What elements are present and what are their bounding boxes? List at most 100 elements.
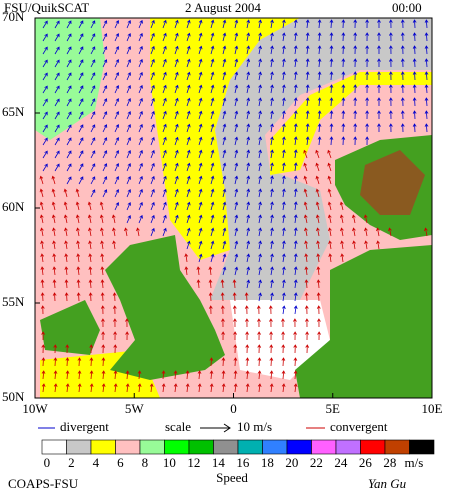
wind-arrow [53,357,58,367]
wind-arrow [138,123,143,133]
wind-arrow [198,149,203,159]
wind-arrow [304,305,309,315]
wind-arrow [88,227,92,237]
land [40,300,100,355]
wind-arrow [89,344,94,354]
wind-arrow [305,318,309,328]
wind-arrow [246,123,251,133]
wind-arrow [329,32,334,42]
wind-arrow [282,162,286,172]
wind-arrow [198,58,203,68]
wind-arrow [315,175,320,185]
wind-arrow [76,292,81,302]
wind-arrow [220,305,225,315]
wind-arrow [174,97,179,107]
wind-arrow [54,20,60,29]
wind-arrow [233,370,238,380]
wind-arrow [258,149,262,159]
wind-arrow [270,45,274,55]
wind-arrow [246,71,251,81]
wind-arrow [329,71,334,81]
wind-arrow [293,149,298,159]
wind-arrow [186,136,191,146]
wind-arrow [112,305,117,315]
wind-arrow [210,214,215,224]
wind-arrow [246,201,251,211]
wind-arrow [234,266,239,276]
wind-arrow [305,344,310,354]
wind-arrow [412,123,417,133]
wind-arrow [174,84,179,94]
wind-arrow [258,58,262,68]
wind-arrow [196,266,201,276]
wind-arrow [328,227,332,237]
wind-arrow [270,19,274,29]
wind-arrow [293,97,298,107]
wind-arrow [126,58,132,68]
wind-arrow [40,292,45,302]
wind-arrow [41,331,45,341]
wind-arrow [78,111,84,120]
wind-arrow [126,136,132,146]
wind-arrow [54,124,60,133]
wind-arrow [258,110,262,120]
wind-arrow [138,97,143,107]
wind-arrow [234,136,239,146]
wind-arrow [186,123,191,133]
wind-arrow [89,370,94,380]
wind-arrow [138,175,143,185]
wind-arrow [77,383,82,393]
wind-arrow [150,71,155,81]
wind-field [39,19,429,393]
wind-arrow [270,227,274,237]
wind-arrow [258,188,262,198]
wind-arrow [317,19,322,29]
wind-arrow [162,136,167,146]
wind-arrow [258,292,262,302]
wind-arrow [88,253,93,263]
wind-arrow [293,32,298,42]
wind-arrow [42,20,48,29]
wind-arrow [78,33,84,42]
wind-arrow [400,32,405,42]
wind-arrow [66,33,72,42]
wind-arrow [315,188,320,198]
wind-arrow [293,253,298,263]
wind-arrow [90,137,96,146]
wind-arrow [90,46,96,55]
lon-label: 5E [326,401,341,416]
wind-arrow [246,188,251,198]
colorbar-label: 0 [44,455,51,470]
wind-arrow [244,305,249,315]
wind-arrow [52,266,57,276]
wind-arrow [293,279,298,289]
wind-arrow [150,32,155,42]
wind-arrow [162,227,167,237]
wind-arrow [210,19,215,29]
wind-arrow [150,19,155,29]
wind-arrow [365,97,369,107]
wind-arrow [198,97,203,107]
wind-arrow [258,32,262,42]
wind-arrow [222,84,227,94]
wind-arrow [136,227,140,237]
wind-arrow [54,85,60,94]
wind-arrow [412,110,417,120]
wind-arrow [126,149,132,159]
wind-arrow [210,240,215,250]
wind-arrow [233,318,237,328]
wind-arrow [150,45,155,55]
wind-arrow [150,123,155,133]
wind-arrow [102,59,108,68]
wind-arrow [282,58,286,68]
wind-arrow [88,292,93,302]
wind-arrow [246,136,251,146]
colorbar: 0 2 4 6 8 10 12 14 16 18 20 22 24 26 28 m/s [41,439,435,470]
wind-arrow [304,266,309,276]
wind-arrow [257,318,261,328]
wind-arrow [327,149,332,159]
wind-arrow [174,71,179,81]
wind-arrow [198,227,203,237]
wind-arrow [42,59,48,68]
wind-arrow [90,189,96,198]
